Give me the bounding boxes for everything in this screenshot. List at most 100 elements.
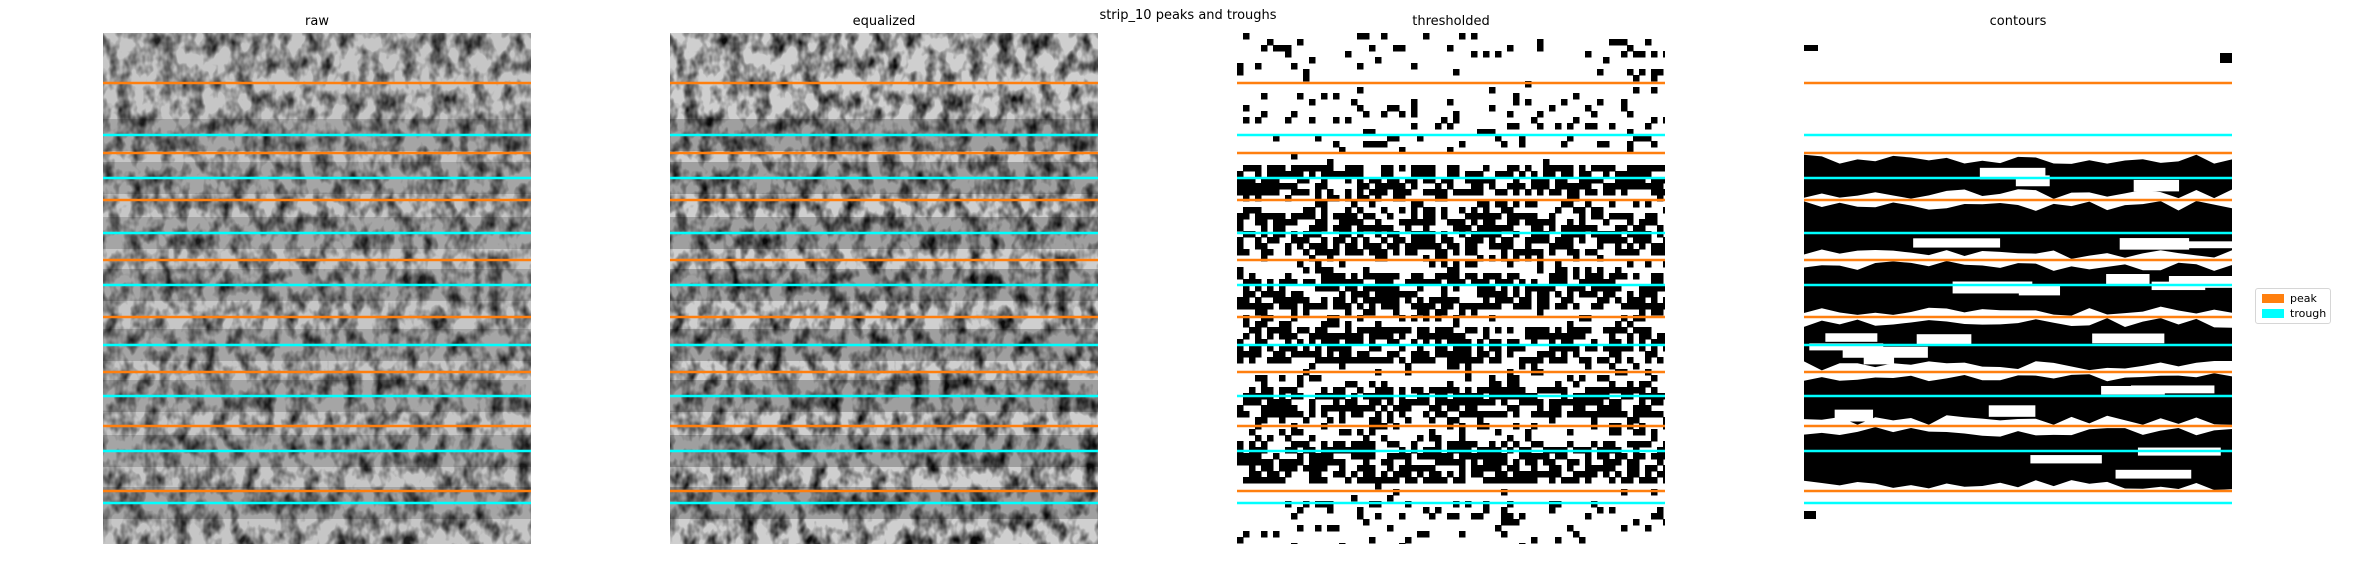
panel-title-equalized: equalized xyxy=(852,14,916,29)
threshold-pixel xyxy=(1411,237,1418,244)
threshold-pixel xyxy=(1285,249,1292,256)
threshold-pixel xyxy=(1303,177,1310,184)
threshold-pixel xyxy=(1645,237,1652,244)
threshold-pixel xyxy=(1585,363,1592,370)
threshold-pixel xyxy=(1411,219,1418,226)
threshold-pixel xyxy=(1477,303,1484,310)
threshold-pixel xyxy=(1285,435,1292,442)
threshold-pixel xyxy=(1597,357,1604,364)
threshold-pixel xyxy=(1291,189,1298,196)
threshold-pixel xyxy=(1507,351,1514,358)
threshold-pixel xyxy=(1531,201,1538,208)
threshold-pixel xyxy=(1615,231,1622,238)
threshold-pixel xyxy=(1621,171,1628,178)
threshold-pixel xyxy=(1267,327,1274,334)
threshold-pixel xyxy=(1585,387,1592,394)
threshold-pixel xyxy=(1381,471,1388,478)
threshold-pixel xyxy=(1513,93,1520,100)
threshold-pixel xyxy=(1537,357,1544,364)
threshold-pixel xyxy=(1357,63,1364,70)
threshold-pixel xyxy=(1585,453,1592,460)
threshold-pixel xyxy=(1495,171,1502,178)
threshold-pixel xyxy=(1543,177,1550,184)
threshold-pixel xyxy=(1591,123,1598,130)
threshold-pixel xyxy=(1561,387,1568,394)
threshold-pixel xyxy=(1609,429,1616,436)
threshold-pixel xyxy=(1465,261,1472,268)
threshold-pixel xyxy=(1291,291,1298,298)
threshold-pixel xyxy=(1267,387,1274,394)
threshold-pixel xyxy=(1483,207,1490,214)
threshold-pixel xyxy=(1285,465,1292,472)
threshold-pixel xyxy=(1357,183,1364,190)
threshold-pixel xyxy=(1363,111,1370,118)
threshold-pixel xyxy=(1579,279,1586,286)
threshold-pixel xyxy=(1621,51,1628,58)
threshold-pixel xyxy=(1561,333,1568,340)
threshold-pixel xyxy=(1627,303,1634,310)
threshold-pixel xyxy=(1465,189,1472,196)
threshold-pixel xyxy=(1363,405,1370,412)
threshold-pixel xyxy=(1633,249,1640,256)
threshold-pixel xyxy=(1405,459,1412,466)
threshold-pixel xyxy=(1249,165,1256,172)
threshold-pixel xyxy=(1585,411,1592,418)
threshold-pixel xyxy=(1525,285,1532,292)
threshold-pixel xyxy=(1369,405,1376,412)
threshold-pixel xyxy=(1321,219,1328,226)
threshold-pixel xyxy=(1405,465,1412,472)
threshold-pixel xyxy=(1387,105,1394,112)
threshold-pixel xyxy=(1369,477,1376,484)
threshold-pixel xyxy=(1279,351,1286,358)
threshold-pixel xyxy=(1651,279,1658,286)
threshold-pixel xyxy=(1429,333,1436,340)
threshold-pixel xyxy=(1537,405,1544,412)
threshold-pixel xyxy=(1507,513,1514,520)
threshold-pixel xyxy=(1285,357,1292,364)
threshold-pixel xyxy=(1603,165,1610,172)
threshold-pixel xyxy=(1249,327,1256,334)
threshold-pixel xyxy=(1249,207,1256,214)
threshold-pixel xyxy=(1633,201,1640,208)
threshold-pixel xyxy=(1411,99,1418,106)
threshold-pixel xyxy=(1591,345,1598,352)
threshold-pixel xyxy=(1351,339,1358,346)
threshold-pixel xyxy=(1561,171,1568,178)
threshold-pixel xyxy=(1441,177,1448,184)
threshold-pixel xyxy=(1249,291,1256,298)
threshold-pixel xyxy=(1363,297,1370,304)
threshold-pixel xyxy=(1597,375,1604,382)
panel-thresholded: thresholded xyxy=(1237,14,1665,544)
threshold-pixel xyxy=(1441,399,1448,406)
threshold-pixel xyxy=(1399,543,1406,544)
threshold-pixel xyxy=(1507,243,1514,250)
threshold-pixel xyxy=(1537,387,1544,394)
threshold-pixel xyxy=(1387,465,1394,472)
threshold-pixel xyxy=(1621,237,1628,244)
threshold-pixel xyxy=(1537,225,1544,232)
threshold-pixel xyxy=(1489,177,1496,184)
threshold-pixel xyxy=(1387,225,1394,232)
threshold-pixel xyxy=(1375,387,1382,394)
threshold-pixel xyxy=(1303,345,1310,352)
threshold-pixel xyxy=(1597,69,1604,76)
threshold-pixel xyxy=(1303,207,1310,214)
threshold-pixel xyxy=(1249,399,1256,406)
threshold-pixel xyxy=(1237,189,1244,196)
threshold-pixel xyxy=(1279,357,1286,364)
contour-hole xyxy=(2168,241,2232,249)
threshold-pixel xyxy=(1471,303,1478,310)
threshold-pixel xyxy=(1483,303,1490,310)
threshold-pixel xyxy=(1279,345,1286,352)
threshold-pixel xyxy=(1243,249,1250,256)
threshold-pixel xyxy=(1651,165,1658,172)
threshold-pixel xyxy=(1411,177,1418,184)
threshold-pixel xyxy=(1441,351,1448,358)
threshold-pixel xyxy=(1507,375,1514,382)
threshold-pixel xyxy=(1597,453,1604,460)
threshold-pixel xyxy=(1525,291,1532,298)
threshold-pixel xyxy=(1567,243,1574,250)
threshold-pixel xyxy=(1357,465,1364,472)
threshold-pixel xyxy=(1615,183,1622,190)
threshold-pixel xyxy=(1363,327,1370,334)
